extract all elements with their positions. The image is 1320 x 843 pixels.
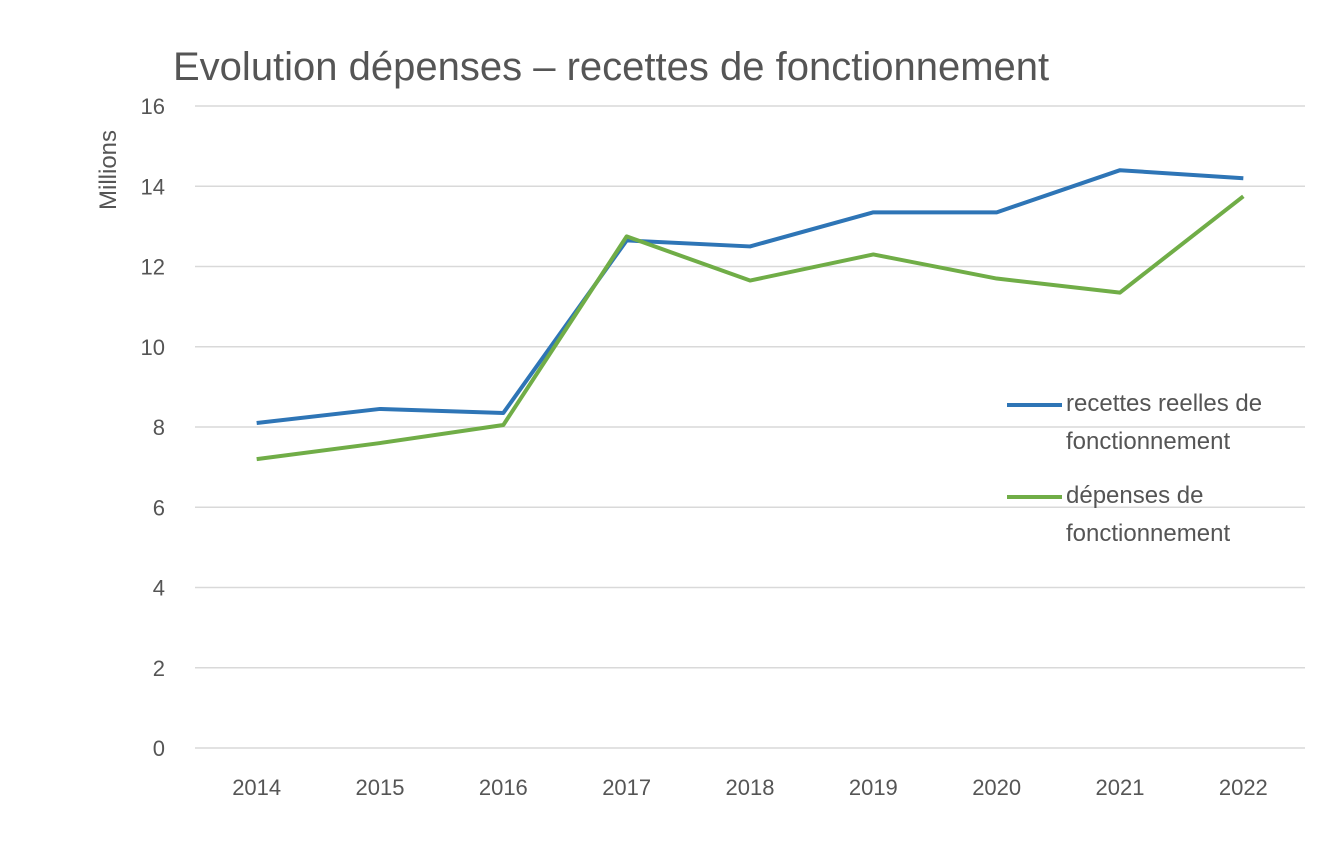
chart-title: Evolution dépenses – recettes de fonctio… — [173, 45, 1049, 89]
x-tick-label: 2017 — [602, 775, 651, 800]
legend-label: dépenses de fonctionnement — [1066, 482, 1231, 547]
y-tick-label: 4 — [153, 576, 165, 601]
y-axis-label: Millions — [95, 130, 122, 210]
x-tick-label: 2014 — [232, 775, 281, 800]
y-tick-label: 14 — [141, 174, 165, 199]
y-tick-label: 2 — [153, 656, 165, 681]
y-tick-label: 8 — [153, 415, 165, 440]
x-tick-label: 2015 — [356, 775, 405, 800]
x-tick-label: 2018 — [726, 775, 775, 800]
line-series — [256, 194, 1245, 462]
y-tick-label: 6 — [153, 495, 165, 520]
x-tick-label: 2019 — [849, 775, 898, 800]
x-tick-label: 2021 — [1096, 775, 1145, 800]
y-tick-label: 16 — [141, 94, 165, 119]
legend-label: recettes reelles de fonctionnement — [1066, 390, 1263, 455]
y-tick-label: 12 — [141, 255, 165, 280]
line-series — [256, 168, 1244, 425]
x-tick-label: 2022 — [1219, 775, 1268, 800]
y-tick-label: 0 — [153, 736, 165, 761]
x-tick-label: 2016 — [479, 775, 528, 800]
x-tick-label: 2020 — [972, 775, 1021, 800]
y-tick-label: 10 — [141, 335, 165, 360]
